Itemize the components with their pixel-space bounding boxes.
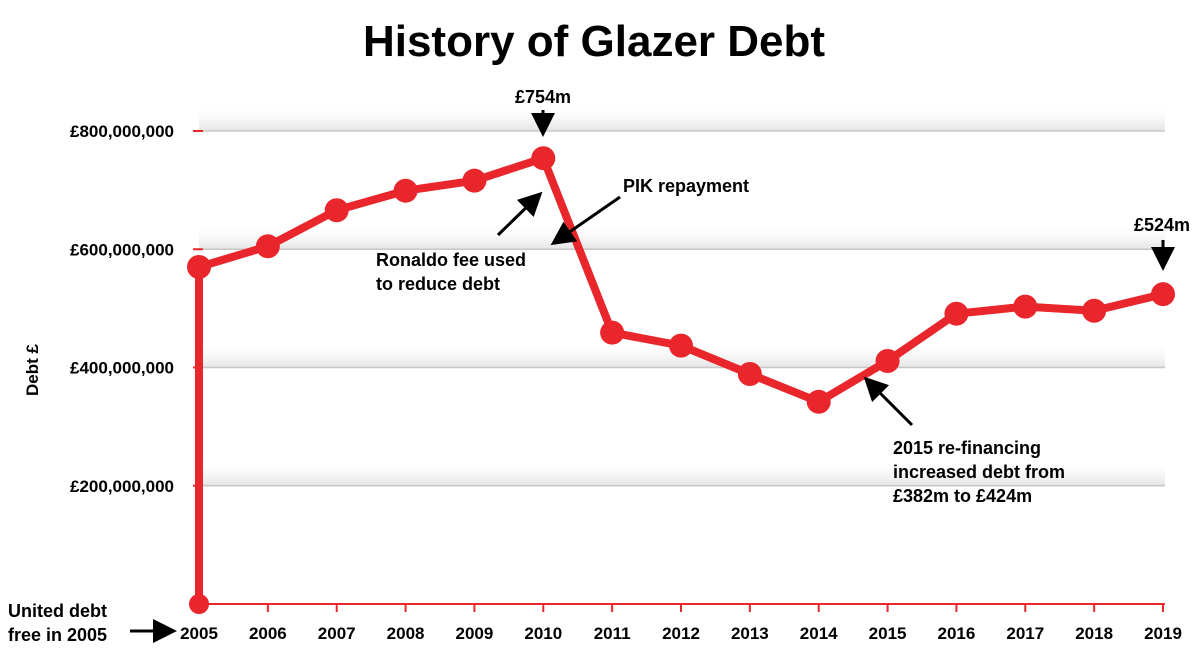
ronaldo-arrow xyxy=(496,191,543,237)
x-tick-label: 2015 xyxy=(869,624,907,643)
peak-label: £754m xyxy=(515,87,571,107)
grid-band xyxy=(199,223,1165,250)
data-point xyxy=(531,146,556,171)
y-axis-ticks: £800,000,000 £600,000,000 £400,000,000 £200… xyxy=(70,122,203,496)
x-tick-label: 2007 xyxy=(318,624,356,643)
end-label: £524m xyxy=(1134,215,1190,235)
refinance-arrow xyxy=(863,376,914,427)
x-tick-label: 2018 xyxy=(1075,624,1113,643)
data-point xyxy=(944,301,969,326)
y-tick-label: £400,000,000 xyxy=(70,359,174,378)
ronaldo-label-line1: Ronaldo fee used xyxy=(376,250,526,270)
data-point xyxy=(255,234,280,259)
gridlines xyxy=(193,130,1165,487)
x-tick-label: 2006 xyxy=(249,624,287,643)
x-tick-label: 2011 xyxy=(594,624,631,643)
data-point xyxy=(669,333,693,358)
pik-arrow xyxy=(550,195,621,246)
x-tick-label: 2017 xyxy=(1006,624,1044,643)
chart-title: History of Glazer Debt xyxy=(363,17,825,66)
x-tick-label: 2013 xyxy=(731,624,769,643)
series-polyline xyxy=(195,154,1167,608)
y-tick-label: £800,000,000 xyxy=(70,122,174,141)
grid-bands xyxy=(199,105,1165,486)
series-line xyxy=(187,146,1175,614)
x-tick-label: 2010 xyxy=(524,624,562,643)
x-tick-label: 2005 xyxy=(180,624,218,643)
ronaldo-label-line2: to reduce debt xyxy=(376,274,500,294)
data-point xyxy=(187,254,211,279)
data-point xyxy=(1151,282,1175,307)
y-tick-label: £600,000,000 xyxy=(70,240,174,259)
data-point xyxy=(1082,298,1107,323)
data-point xyxy=(393,178,418,203)
refinance-label-line2: increased debt from xyxy=(893,462,1065,482)
annotations: £754m £524m PIK repayment Ronaldo fee us… xyxy=(8,87,1190,645)
debt-free-label-line2: free in 2005 xyxy=(8,625,107,645)
data-point xyxy=(324,198,349,223)
refinance-label-line3: £382m to £424m xyxy=(893,486,1032,506)
x-tick-label: 2012 xyxy=(662,624,700,643)
x-tick-label: 2019 xyxy=(1144,624,1182,643)
debt-free-label-line1: United debt xyxy=(8,601,107,621)
x-tick-label: 2016 xyxy=(938,624,976,643)
y-axis-label: Debt £ xyxy=(23,343,42,396)
data-point xyxy=(1013,294,1038,319)
data-point xyxy=(189,594,209,614)
x-tick-label: 2008 xyxy=(387,624,425,643)
data-point xyxy=(737,362,762,387)
pik-label: PIK repayment xyxy=(623,176,749,196)
data-point xyxy=(462,168,487,193)
x-axis: 2005 2006 2007 2008 2009 2010 2011 2012 2013 2014… xyxy=(180,603,1182,643)
x-tick-label: 2009 xyxy=(456,624,494,643)
grid-band xyxy=(199,105,1165,131)
grid-band xyxy=(199,459,1165,486)
data-point xyxy=(806,389,831,414)
y-tick-label: £200,000,000 xyxy=(70,477,174,496)
refinance-label-line1: 2015 re-financing xyxy=(893,438,1041,458)
data-point xyxy=(600,320,625,345)
x-tick-label: 2014 xyxy=(800,624,838,643)
data-point xyxy=(875,348,900,373)
